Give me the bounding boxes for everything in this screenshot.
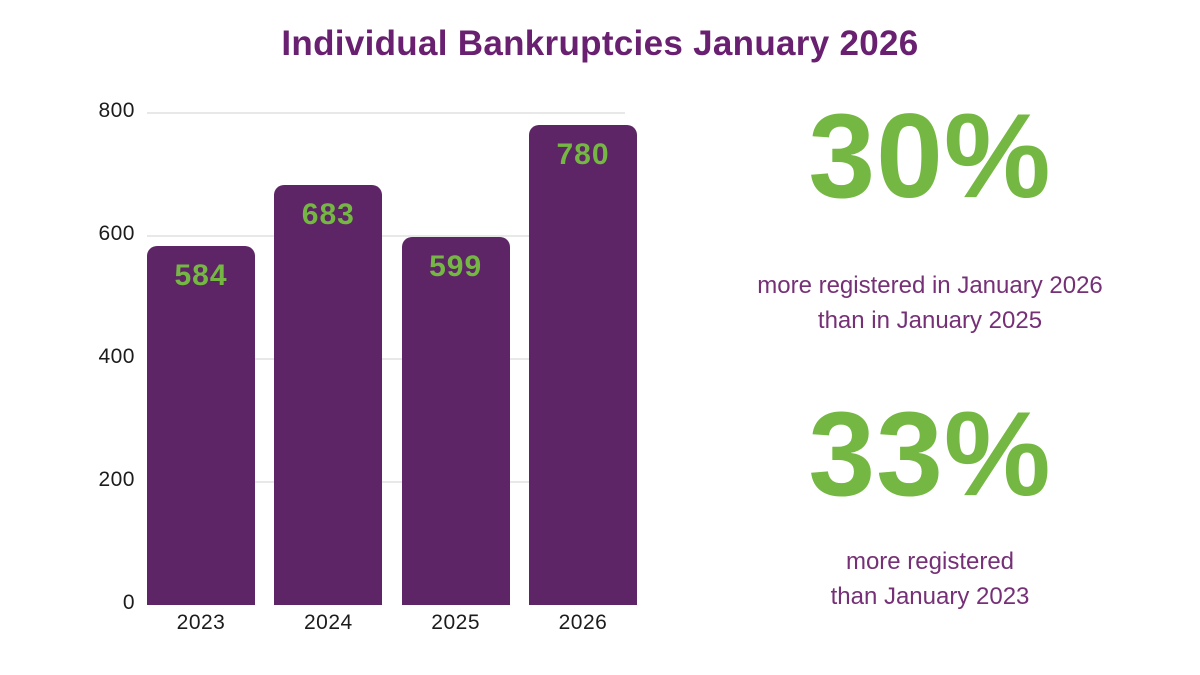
bar-value-label: 584: [174, 258, 228, 292]
bar-2026: 780: [528, 125, 637, 605]
y-tick-label-800: 800: [98, 99, 135, 122]
y-tick-label-600: 600: [98, 222, 135, 245]
y-tick-label-200: 200: [98, 468, 135, 491]
y-tick-label-400: 400: [98, 345, 135, 368]
bar-2025: 599: [401, 236, 510, 605]
gridline-400: [147, 358, 625, 360]
bar-value-label: 599: [429, 249, 483, 283]
stat-caption-line: more registered in January 2026: [757, 272, 1103, 299]
bar-2023: 584: [147, 245, 255, 605]
stat-percent-2023-comparison: 33%: [808, 387, 1052, 521]
bar-value-label: 780: [556, 138, 610, 172]
bars-group: 584 683 599 780: [147, 113, 637, 605]
x-tick-label-2025: 2025: [431, 611, 481, 634]
stat-caption-2023-comparison: more registered than January 2023: [670, 544, 1190, 614]
stat-percent-2025-comparison: 30%: [808, 89, 1052, 223]
stat-caption-line: than January 2023: [830, 583, 1030, 610]
stat-caption-2025-comparison: more registered in January 2026 than in …: [670, 268, 1190, 338]
bar-chart: 0 200 400 600 800 584 683 599 780 2023 2024 2025 2…: [80, 99, 637, 635]
gridline-200: [147, 481, 625, 483]
gridline-600: [147, 235, 625, 237]
bar-2024: 683: [274, 184, 383, 605]
x-tick-label-2023: 2023: [176, 611, 226, 634]
x-axis: 2023 2024 2025 2026: [147, 611, 637, 635]
y-tick-label-0: 0: [122, 591, 135, 614]
bar-value-label: 683: [301, 197, 355, 231]
stat-caption-line: than in January 2025: [817, 307, 1043, 334]
x-tick-label-2024: 2024: [303, 611, 353, 634]
plot-area: 584 683 599 780: [147, 112, 637, 605]
x-tick-label-2026: 2026: [558, 611, 608, 634]
stats-column: 30% more registered in January 2026 than…: [670, 96, 1190, 614]
y-axis: 0 200 400 600 800: [80, 99, 135, 614]
page-title: Individual Bankruptcies January 2026: [281, 24, 919, 63]
stat-caption-line: more registered: [845, 548, 1015, 575]
gridline-800: [147, 112, 625, 114]
